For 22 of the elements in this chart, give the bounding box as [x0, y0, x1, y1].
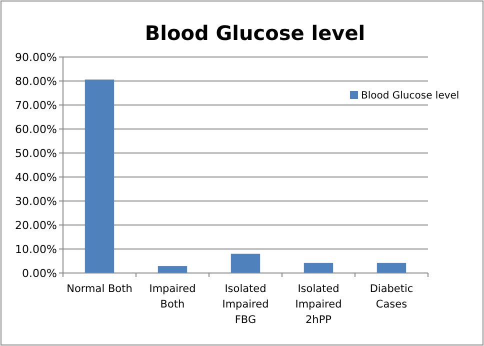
chart-title: Blood Glucose level [144, 21, 366, 45]
x-tick-label: Diabetic Cases [370, 283, 414, 310]
x-tick-label: Normal Both [66, 283, 132, 295]
y-tick-label: 30.00% [15, 194, 57, 208]
y-tick-label: 90.00% [15, 50, 57, 64]
bar [304, 262, 334, 273]
x-tick-label: Impaired Both [149, 283, 196, 310]
y-tick-label: 20.00% [15, 218, 57, 232]
bar [230, 254, 260, 273]
bar [376, 262, 406, 273]
y-tick-label: 50.00% [15, 146, 57, 160]
y-tick-label: 0.00% [22, 266, 57, 280]
legend-label: Blood Glucose level [361, 90, 460, 102]
y-tick-label: 60.00% [15, 122, 57, 136]
y-tick-label: 80.00% [15, 74, 57, 88]
x-tick-label: Isolated Impaired 2hPP [295, 283, 342, 326]
y-tick-label: 70.00% [15, 98, 57, 112]
y-tick-label: 10.00% [15, 242, 57, 256]
bar [84, 80, 114, 273]
bar [158, 266, 188, 273]
x-tick-label: Isolated Impaired FBG [222, 283, 269, 326]
y-tick-label: 40.00% [15, 170, 57, 184]
